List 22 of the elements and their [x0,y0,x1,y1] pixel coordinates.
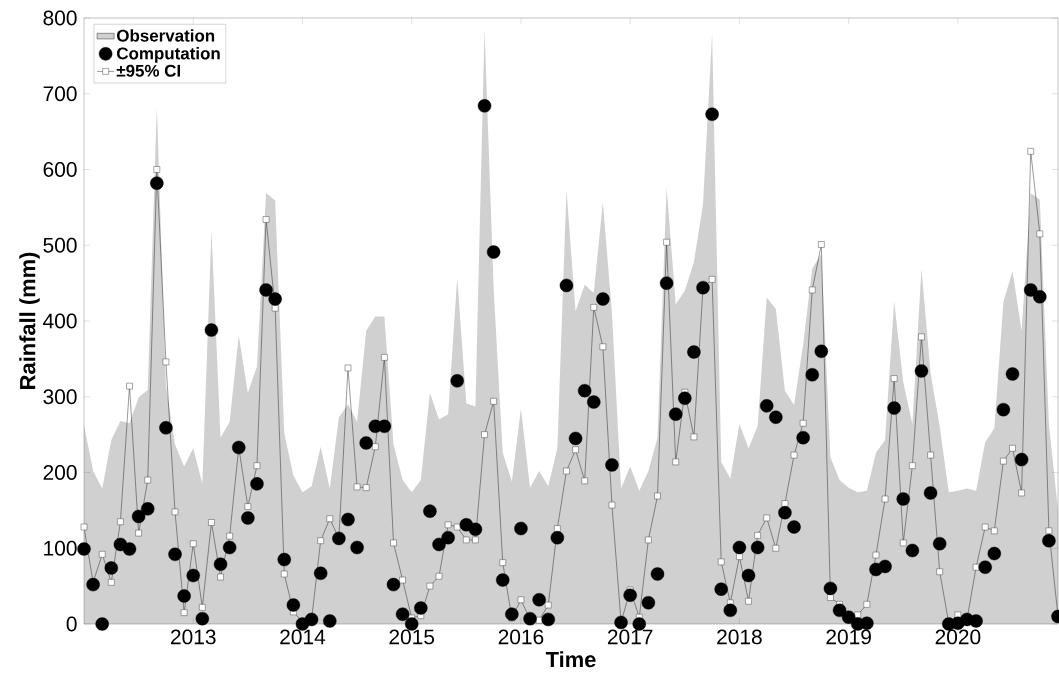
x-tick-label: 2017 [607,629,653,645]
x-tick-label: 2019 [826,629,871,645]
y-tick-label: 0 [66,616,77,632]
x-tick-label: 2015 [389,629,435,645]
y-tick-label: 400 [43,313,77,329]
y-tick-label: 100 [44,540,77,556]
x-axis-title: Time [545,651,596,668]
y-tick-label: 800 [43,10,77,26]
x-tick-label: 2016 [498,629,544,645]
x-tick-label: 2013 [171,629,216,645]
legend-label: Observation [117,29,215,42]
legend-label: ±95% CI [116,64,181,77]
y-tick-label: 600 [43,162,77,177]
y-tick-label: 300 [43,389,77,405]
x-tick-label: 2014 [280,629,326,645]
y-tick-label: 500 [43,237,77,253]
x-tick-label: 2018 [717,629,762,645]
y-tick-label: 700 [43,86,77,102]
legend-label: Computation [117,47,220,63]
y-tick-label: 200 [43,465,77,480]
x-tick-label: 2020 [935,629,981,645]
y-axis-title: Rainfall (mm) [19,252,40,389]
